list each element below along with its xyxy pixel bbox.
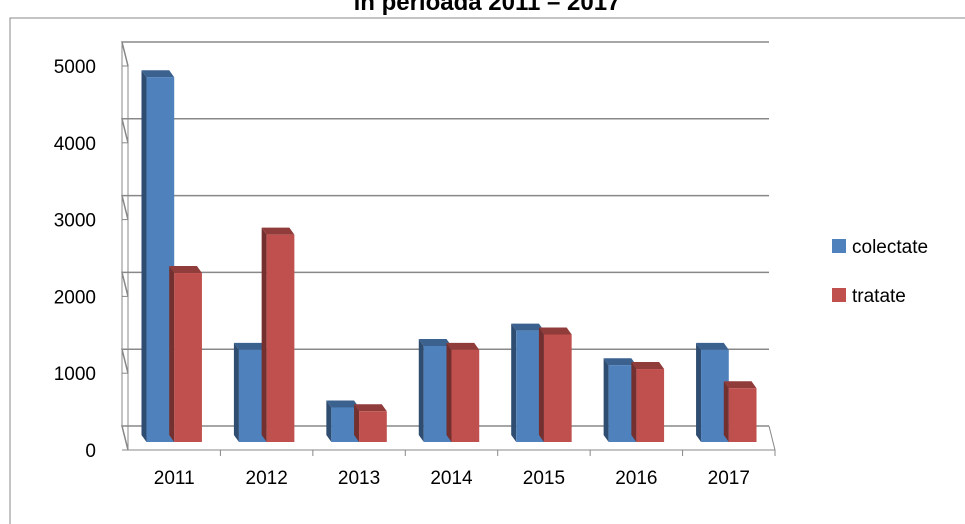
bar-face	[354, 404, 360, 442]
bar-face	[543, 334, 572, 442]
bar-face	[418, 339, 452, 346]
bar-face	[538, 327, 572, 335]
y-tick-label: 2000	[54, 287, 96, 308]
bar-face	[696, 342, 729, 350]
bar	[261, 227, 295, 442]
grid-line	[121, 41, 769, 67]
bar-face	[326, 400, 332, 442]
x-tick-label: 2014	[430, 468, 473, 489]
bar-face	[511, 323, 517, 442]
bar-face	[354, 404, 387, 412]
legend-swatch	[832, 288, 846, 302]
bar	[169, 266, 202, 442]
x-tick-label: 2012	[246, 468, 288, 489]
x-tick-label: 2013	[338, 468, 380, 489]
bar-face	[326, 400, 360, 408]
bar-face	[169, 266, 175, 442]
bar-face	[696, 342, 702, 442]
bar-face	[141, 70, 175, 78]
bar	[354, 404, 387, 442]
bar-face	[538, 327, 544, 442]
bar-face	[451, 349, 480, 442]
bar-face	[174, 273, 202, 442]
bar-face	[418, 339, 424, 442]
bar-face	[233, 342, 267, 350]
legend-label: colectate	[852, 237, 928, 258]
bar-face	[359, 411, 387, 442]
x-tick-label: 2016	[615, 468, 657, 489]
bar	[723, 381, 757, 442]
grid-line	[121, 118, 769, 143]
bar-face	[446, 342, 480, 350]
grid-line	[121, 271, 769, 297]
bar-face	[723, 381, 729, 442]
bar-face	[266, 234, 295, 442]
legend-swatch	[832, 239, 846, 253]
bar-face	[169, 266, 202, 274]
bar-face	[723, 381, 757, 389]
bar-face	[511, 323, 544, 331]
y-tick-label: 4000	[54, 134, 96, 155]
bar-face	[636, 369, 665, 442]
bar-face	[261, 227, 267, 442]
grid-line	[121, 194, 769, 220]
x-tick-label: 2015	[523, 468, 565, 489]
chart-title: în perioada 2011 – 2017	[353, 0, 621, 16]
bar	[538, 327, 572, 442]
y-tick-label: 3000	[54, 211, 96, 232]
bar-face	[141, 70, 147, 442]
bar-face	[446, 342, 452, 442]
bar	[446, 342, 480, 442]
legend-label: tratate	[852, 286, 906, 307]
bar-face	[631, 362, 637, 442]
bar-face	[233, 342, 239, 442]
y-tick-label: 1000	[54, 364, 96, 385]
y-tick-label: 0	[85, 441, 96, 462]
bar-face	[603, 358, 609, 442]
bar-face	[728, 388, 757, 442]
chart-frame	[9, 17, 965, 524]
bar-face	[603, 358, 637, 366]
y-tick-label: 5000	[54, 57, 96, 78]
bar-face	[261, 227, 295, 235]
x-tick-label: 2011	[154, 468, 195, 489]
bar	[631, 362, 665, 442]
x-tick-label: 2017	[708, 468, 750, 489]
bar-face	[631, 362, 665, 370]
